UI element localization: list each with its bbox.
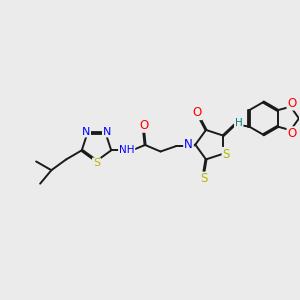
Text: O: O	[139, 119, 148, 132]
Text: O: O	[287, 127, 297, 140]
Text: S: S	[93, 158, 100, 168]
Text: O: O	[287, 97, 297, 110]
Text: NH: NH	[119, 145, 134, 155]
Text: S: S	[200, 172, 207, 185]
Text: N: N	[103, 127, 111, 136]
Text: N: N	[82, 127, 90, 136]
Text: O: O	[193, 106, 202, 119]
Text: S: S	[223, 148, 230, 161]
Text: H: H	[235, 118, 243, 128]
Text: N: N	[184, 138, 193, 151]
